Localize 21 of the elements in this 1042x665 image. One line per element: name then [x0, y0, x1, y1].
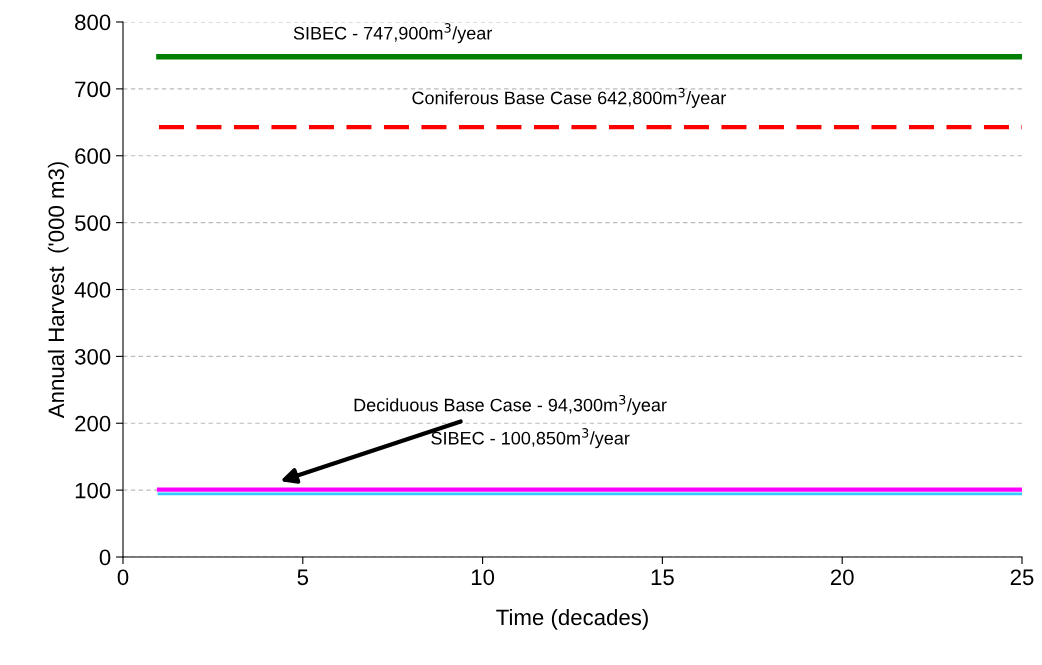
x-tick-label: 10 — [471, 569, 495, 586]
x-tick-label: 25 — [1010, 569, 1034, 586]
x-tick-label: 0 — [117, 569, 129, 586]
annotation: SIBEC - 747,900m$^{3}$/year — [293, 23, 493, 44]
annotation: Coniferous Base Case 642,800m$^{3}$/year — [412, 87, 726, 108]
y-tick-label: 100 — [75, 482, 111, 499]
x-tick-label: 5 — [297, 569, 309, 586]
y-tick-label: 800 — [75, 14, 111, 31]
y-tick-label: 200 — [75, 415, 111, 432]
y-tick-label: 600 — [75, 148, 111, 165]
y-axis-title: Annual Harvest ('000 m3) — [47, 162, 69, 419]
x-axis-title: Time (decades) — [496, 608, 648, 630]
x-tick-label: 15 — [651, 569, 674, 586]
y-tick-label: 300 — [74, 348, 111, 365]
annotation: Deciduous Base Case - 94,300m$^{3}$/year — [354, 394, 667, 415]
annotation: SIBEC - 100,850m$^{3}$/year — [431, 428, 630, 449]
x-tick-label: 20 — [830, 569, 854, 586]
y-tick-label: 400 — [74, 282, 111, 298]
y-tick-label: 500 — [75, 215, 111, 231]
y-tick-label: 0 — [99, 549, 111, 566]
y-tick-label: 700 — [75, 81, 111, 98]
